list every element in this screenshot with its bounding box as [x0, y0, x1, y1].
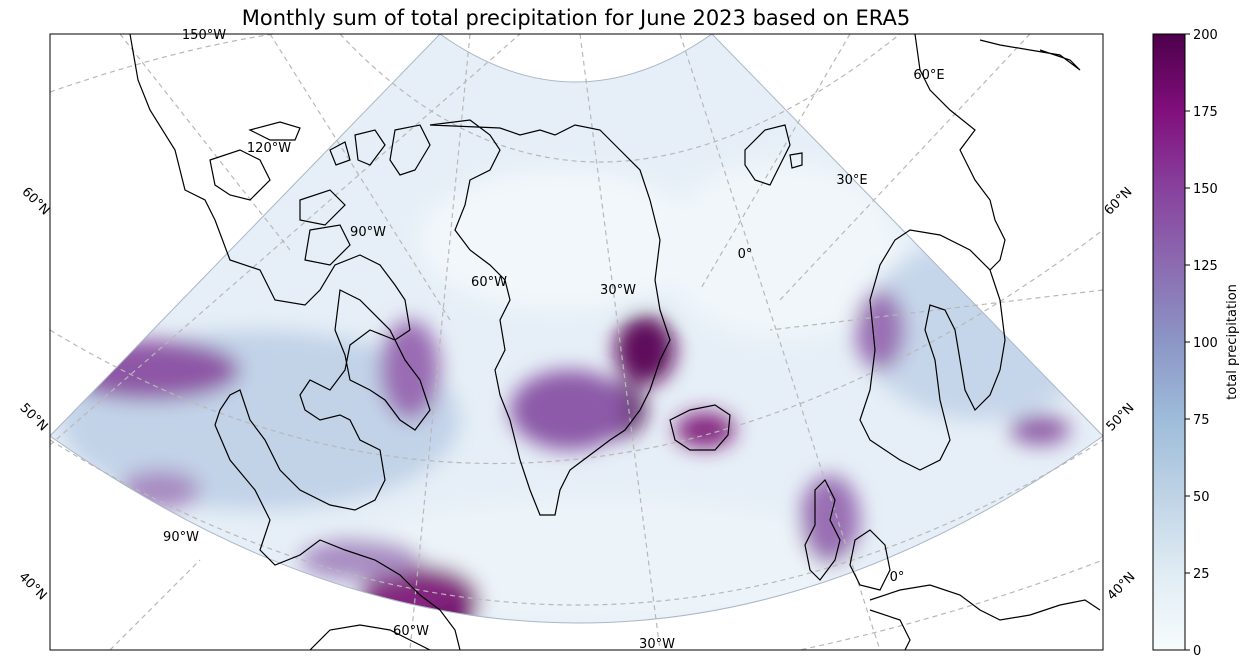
coastline-europe-mainland	[869, 584, 1101, 621]
colorbar-label: total precipitation	[1225, 284, 1240, 400]
graticule	[50, 34, 1103, 650]
longitude-labels: 150°W 120°W 90°W 60°W 30°W 0° 30°E 60°E …	[163, 28, 945, 652]
lon-label: 90°W	[350, 225, 386, 240]
coastline-iceland	[669, 404, 731, 451]
lon-label: 30°W	[639, 637, 675, 652]
lon-label: 60°W	[471, 275, 507, 290]
colorbar-tick-label: 150	[1193, 182, 1218, 197]
colorbar-tick-label: 125	[1193, 259, 1218, 274]
lon-label: 60°W	[393, 624, 429, 639]
latitude-labels-right: 60°N 50°N 40°N	[1102, 185, 1139, 604]
lon-label: 120°W	[247, 141, 291, 156]
lon-label: 60°E	[913, 68, 944, 83]
lon-label: 0°	[890, 570, 905, 585]
coastline-novaya-zemlya	[979, 39, 1081, 71]
lon-label: 0°	[738, 247, 753, 262]
coastline-labrador	[214, 424, 461, 650]
colorbar-tick-label: 175	[1193, 105, 1218, 120]
hotspot-east-greenland	[615, 315, 675, 385]
lon-label: 30°W	[600, 283, 636, 298]
colorbar: 0 25 50 75 100 125 150 175 200 total precipitati…	[1152, 28, 1240, 659]
hotspot-norway	[855, 290, 905, 370]
colorbar-tick-label: 200	[1193, 28, 1218, 43]
lat-label: 40°N	[1105, 570, 1139, 604]
coastline-arctic-russia	[914, 34, 1006, 271]
hotspot-labrador-west	[60, 340, 240, 400]
colorbar-tick-label: 75	[1193, 413, 1210, 428]
coastline-arctic-islands	[209, 121, 431, 266]
coastline-iberia-france	[869, 609, 911, 650]
coastline-alaska-canada	[129, 34, 411, 331]
lat-label: 60°N	[19, 185, 53, 219]
colorbar-ticks: 0 25 50 75 100 125 150 175 200	[1185, 28, 1218, 659]
lon-label: 90°W	[163, 530, 199, 545]
coastline-baffin	[334, 289, 431, 431]
lon-label: 150°W	[182, 28, 226, 43]
colorbar-tick-label: 0	[1193, 644, 1201, 659]
latitude-labels-left: 60°N 50°N 40°N	[16, 185, 53, 604]
lat-label: 60°N	[1102, 185, 1136, 219]
colorbar-tick-label: 100	[1193, 336, 1218, 351]
map-title: Monthly sum of total precipitation for J…	[241, 6, 911, 30]
lon-label: 30°E	[836, 173, 867, 188]
map-frame	[49, 33, 1104, 651]
colorbar-tick-label: 50	[1193, 490, 1210, 505]
coastline-scandinavia	[859, 229, 1006, 471]
lat-label: 40°N	[16, 570, 50, 604]
coastline-british-isles	[804, 478, 891, 591]
coastline-hudson-bay	[214, 329, 411, 511]
colorbar-tick-label: 25	[1193, 567, 1210, 582]
lat-label: 50°N	[1104, 401, 1138, 435]
hotspot-iceland	[675, 412, 735, 448]
lat-label: 50°N	[17, 401, 51, 435]
colorbar-gradient	[1152, 33, 1186, 651]
coastline-svalbard	[744, 124, 803, 186]
coastline-greenland	[429, 119, 671, 516]
coastlines	[129, 34, 1101, 650]
coastline-us-east	[309, 624, 431, 650]
